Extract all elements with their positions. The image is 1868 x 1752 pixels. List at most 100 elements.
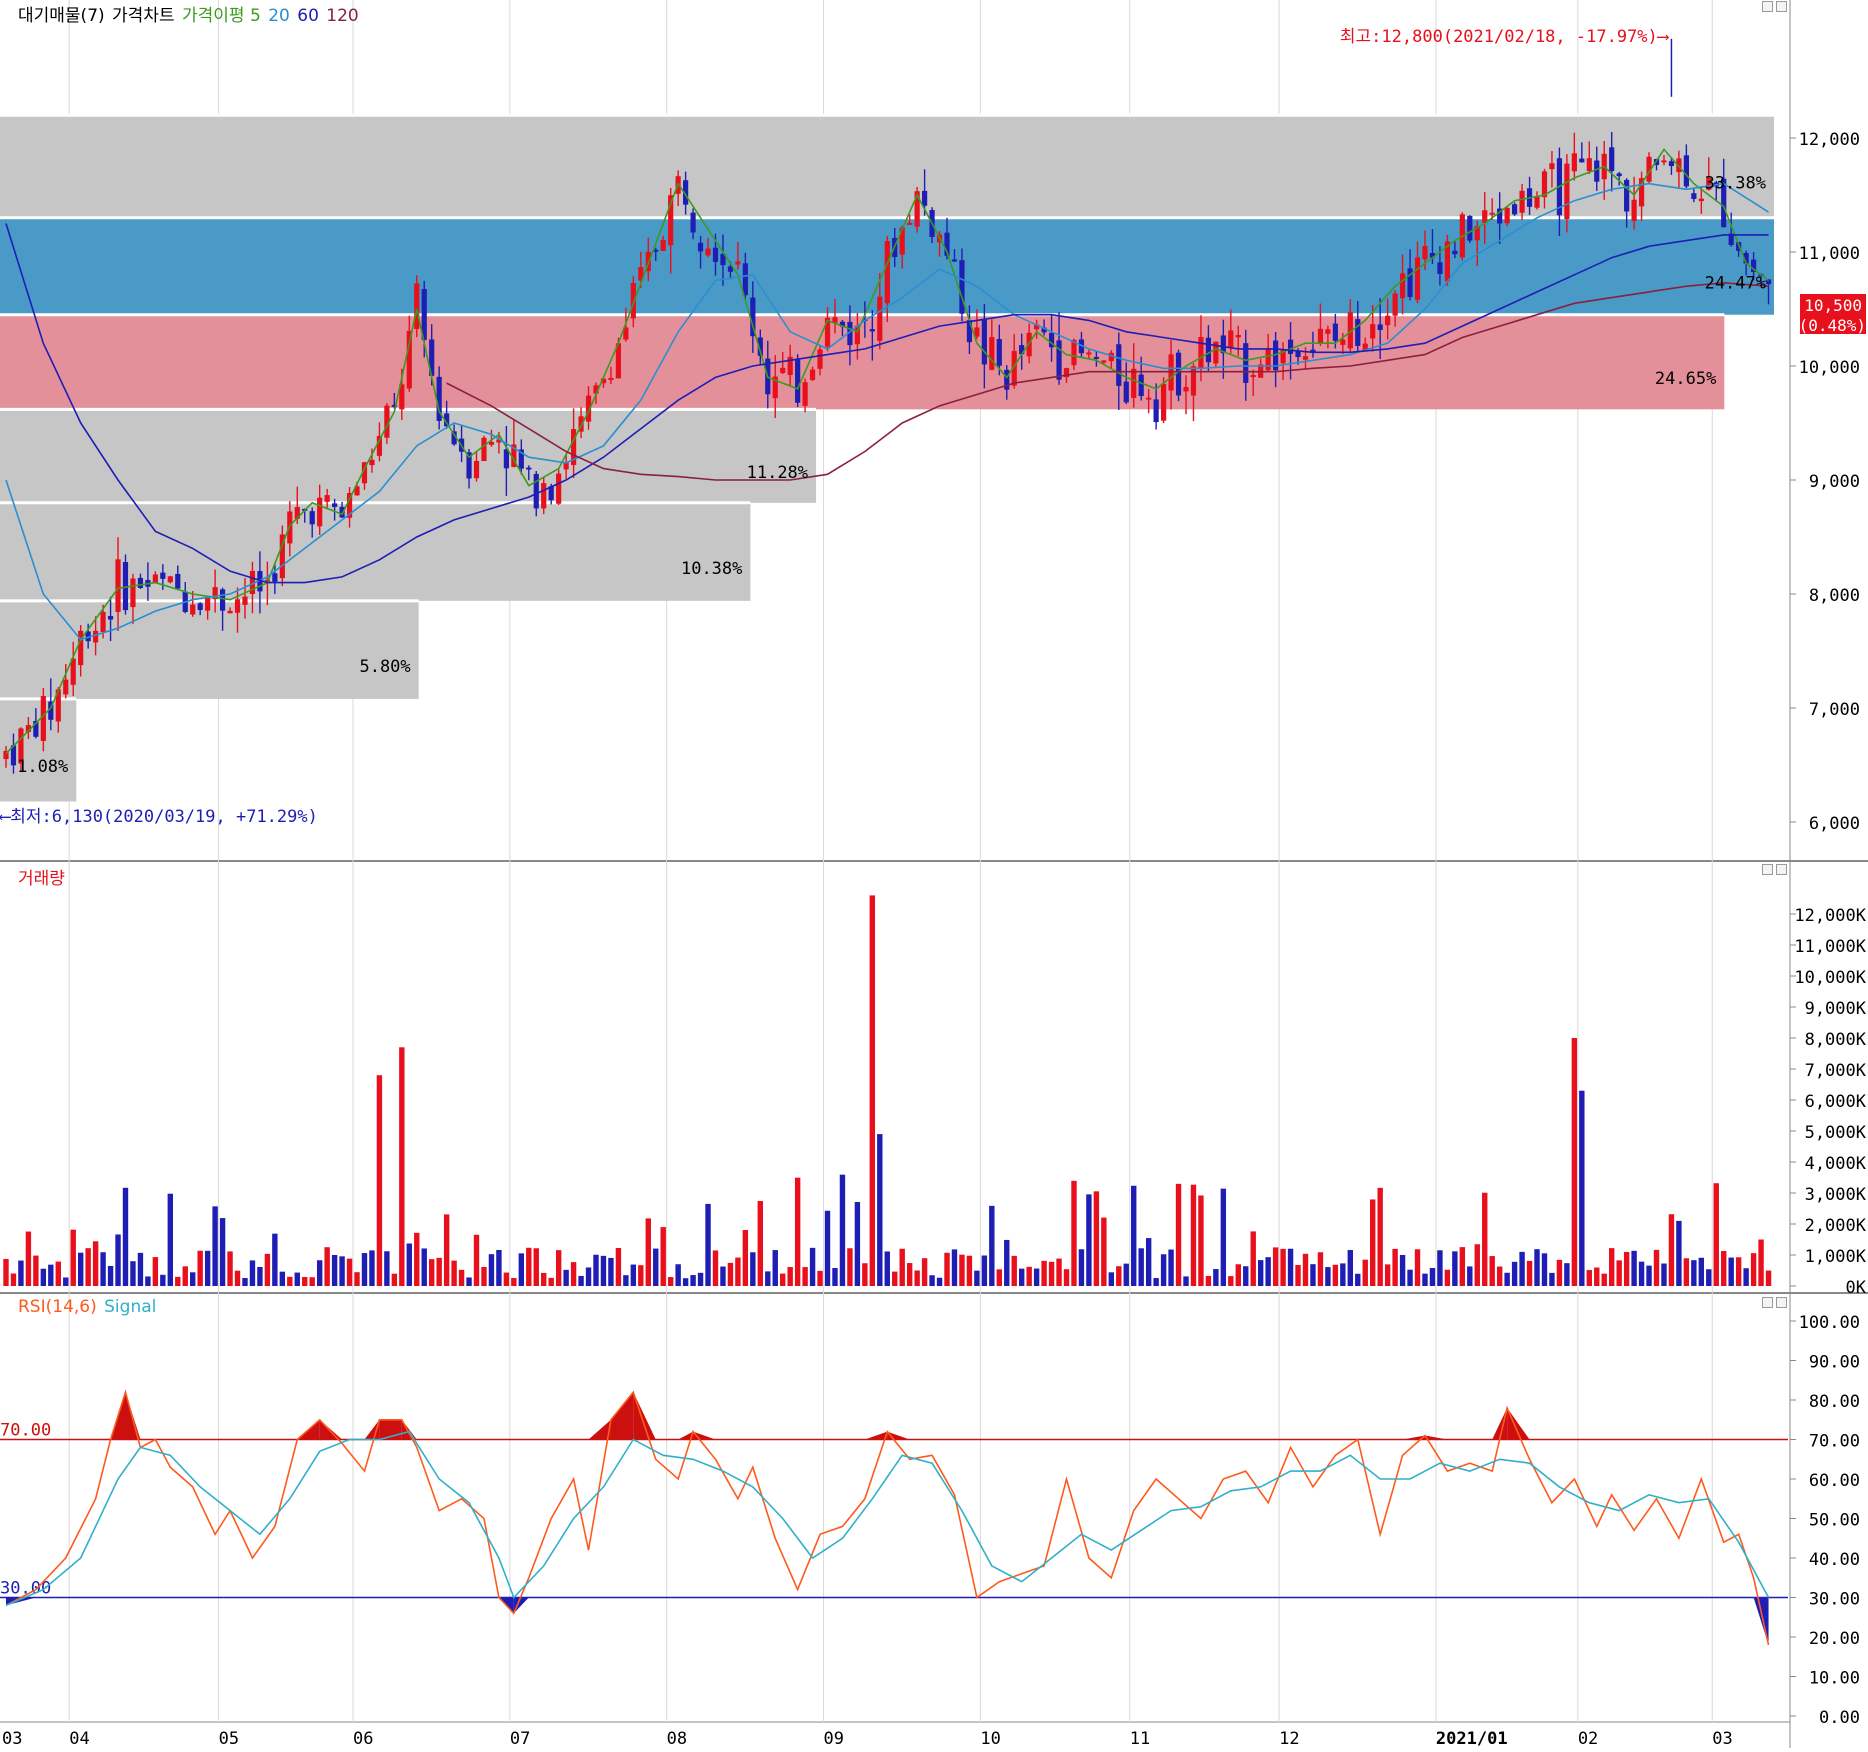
volume-bar bbox=[1317, 1252, 1324, 1286]
ma-line-60 bbox=[5, 223, 1769, 584]
candle bbox=[1571, 153, 1577, 172]
volume-bar bbox=[1526, 1260, 1533, 1286]
candle bbox=[1086, 352, 1092, 355]
legend-item: RSI(14,6) bbox=[18, 1297, 97, 1317]
candle bbox=[1205, 337, 1212, 363]
candle bbox=[1004, 369, 1010, 390]
oversold-fill bbox=[1753, 1597, 1769, 1645]
volume-bar bbox=[1026, 1266, 1032, 1286]
candle bbox=[951, 259, 958, 262]
volume-bar bbox=[892, 1271, 898, 1286]
overbought-fill bbox=[1402, 1435, 1425, 1440]
volume-bar bbox=[1444, 1269, 1451, 1286]
minimize-icon[interactable] bbox=[1762, 1, 1773, 12]
candle bbox=[1138, 374, 1144, 396]
volume-bar bbox=[1579, 1090, 1585, 1286]
candle bbox=[1489, 212, 1495, 215]
volume-bar bbox=[1594, 1267, 1600, 1286]
candle bbox=[1579, 158, 1585, 163]
volume-bar bbox=[794, 1177, 801, 1286]
candle bbox=[742, 263, 748, 296]
candle bbox=[1310, 349, 1316, 352]
volume-bar bbox=[18, 1260, 24, 1286]
candle bbox=[1048, 332, 1055, 348]
candle bbox=[1265, 348, 1271, 371]
candle bbox=[772, 376, 778, 399]
candle bbox=[1340, 339, 1346, 345]
candle bbox=[190, 604, 196, 615]
volume-profile-band bbox=[0, 502, 751, 601]
volume-bar bbox=[421, 1248, 427, 1286]
close-icon[interactable] bbox=[1776, 1, 1787, 12]
candle bbox=[981, 319, 987, 365]
candle bbox=[1519, 190, 1525, 213]
volume-bar bbox=[1706, 1269, 1712, 1286]
y-tick-label: 8,000K bbox=[1805, 1030, 1867, 1050]
volume-bar bbox=[854, 1202, 861, 1286]
candle bbox=[914, 191, 920, 227]
candle bbox=[1295, 350, 1301, 358]
volume-bar bbox=[727, 1262, 734, 1286]
price-legend: 대기매물(7) 가격차트 가격이평 5 20 60 120 bbox=[18, 1, 361, 26]
legend-item: Signal bbox=[104, 1297, 157, 1317]
candle bbox=[1422, 245, 1428, 260]
candle bbox=[802, 382, 808, 406]
candle bbox=[466, 452, 472, 479]
volume-bar bbox=[1287, 1248, 1294, 1286]
y-tick-label: 0.00 bbox=[1819, 1708, 1860, 1728]
volume-bar bbox=[107, 1265, 114, 1286]
minimize-icon[interactable] bbox=[1762, 1297, 1773, 1308]
volume-bar bbox=[1325, 1267, 1331, 1286]
volume-bar bbox=[63, 1277, 69, 1286]
volume-bar bbox=[906, 1263, 913, 1286]
volume-bar bbox=[40, 1268, 47, 1286]
minimize-icon[interactable] bbox=[1762, 864, 1773, 875]
volume-bar bbox=[832, 1268, 838, 1286]
candle bbox=[1011, 350, 1017, 386]
candle bbox=[600, 378, 607, 384]
candle bbox=[324, 495, 330, 502]
candle bbox=[907, 222, 913, 225]
volume-bar bbox=[518, 1253, 525, 1286]
candle bbox=[1534, 196, 1540, 208]
volume-bar bbox=[182, 1266, 188, 1286]
volume-bar bbox=[787, 1267, 793, 1286]
candle bbox=[1317, 328, 1324, 344]
candle bbox=[1108, 352, 1114, 362]
volume-bar bbox=[720, 1266, 726, 1286]
volume-legend: 거래량 bbox=[18, 864, 67, 889]
volume-bar bbox=[1377, 1187, 1383, 1286]
candle bbox=[1624, 179, 1630, 212]
volume-bar bbox=[316, 1260, 323, 1286]
volume-bar bbox=[981, 1255, 988, 1286]
candle bbox=[1698, 198, 1704, 202]
rsi-legend: RSI(14,6) Signal bbox=[18, 1297, 158, 1317]
volume-bar bbox=[1213, 1269, 1219, 1286]
legend-item: 20 bbox=[268, 6, 290, 26]
candle bbox=[1377, 324, 1383, 330]
volume-bar bbox=[1145, 1238, 1152, 1286]
overbought-fill bbox=[1424, 1435, 1448, 1440]
candle bbox=[1250, 375, 1256, 378]
volume-bar bbox=[1638, 1261, 1645, 1286]
volume-bar bbox=[1676, 1220, 1682, 1286]
candle bbox=[1504, 207, 1510, 224]
volume-profile-band bbox=[0, 314, 1725, 410]
y-tick-label: 3,000K bbox=[1805, 1185, 1867, 1205]
volume-bar bbox=[1370, 1199, 1376, 1286]
candle bbox=[1146, 397, 1152, 400]
close-icon[interactable] bbox=[1776, 864, 1787, 875]
volume-bar bbox=[443, 1214, 450, 1286]
volume-bar bbox=[555, 1250, 562, 1286]
volume-profile-pct: 1.08% bbox=[17, 757, 68, 777]
volume-bar bbox=[1108, 1272, 1115, 1286]
candle bbox=[944, 232, 950, 256]
candle bbox=[630, 283, 636, 319]
volume-profile-band bbox=[0, 600, 419, 699]
overbought-fill bbox=[401, 1419, 417, 1440]
candle bbox=[623, 327, 629, 340]
volume-bar bbox=[1399, 1254, 1406, 1286]
volume-bar bbox=[488, 1254, 495, 1286]
close-icon[interactable] bbox=[1776, 1297, 1787, 1308]
volume-bar bbox=[339, 1256, 345, 1286]
